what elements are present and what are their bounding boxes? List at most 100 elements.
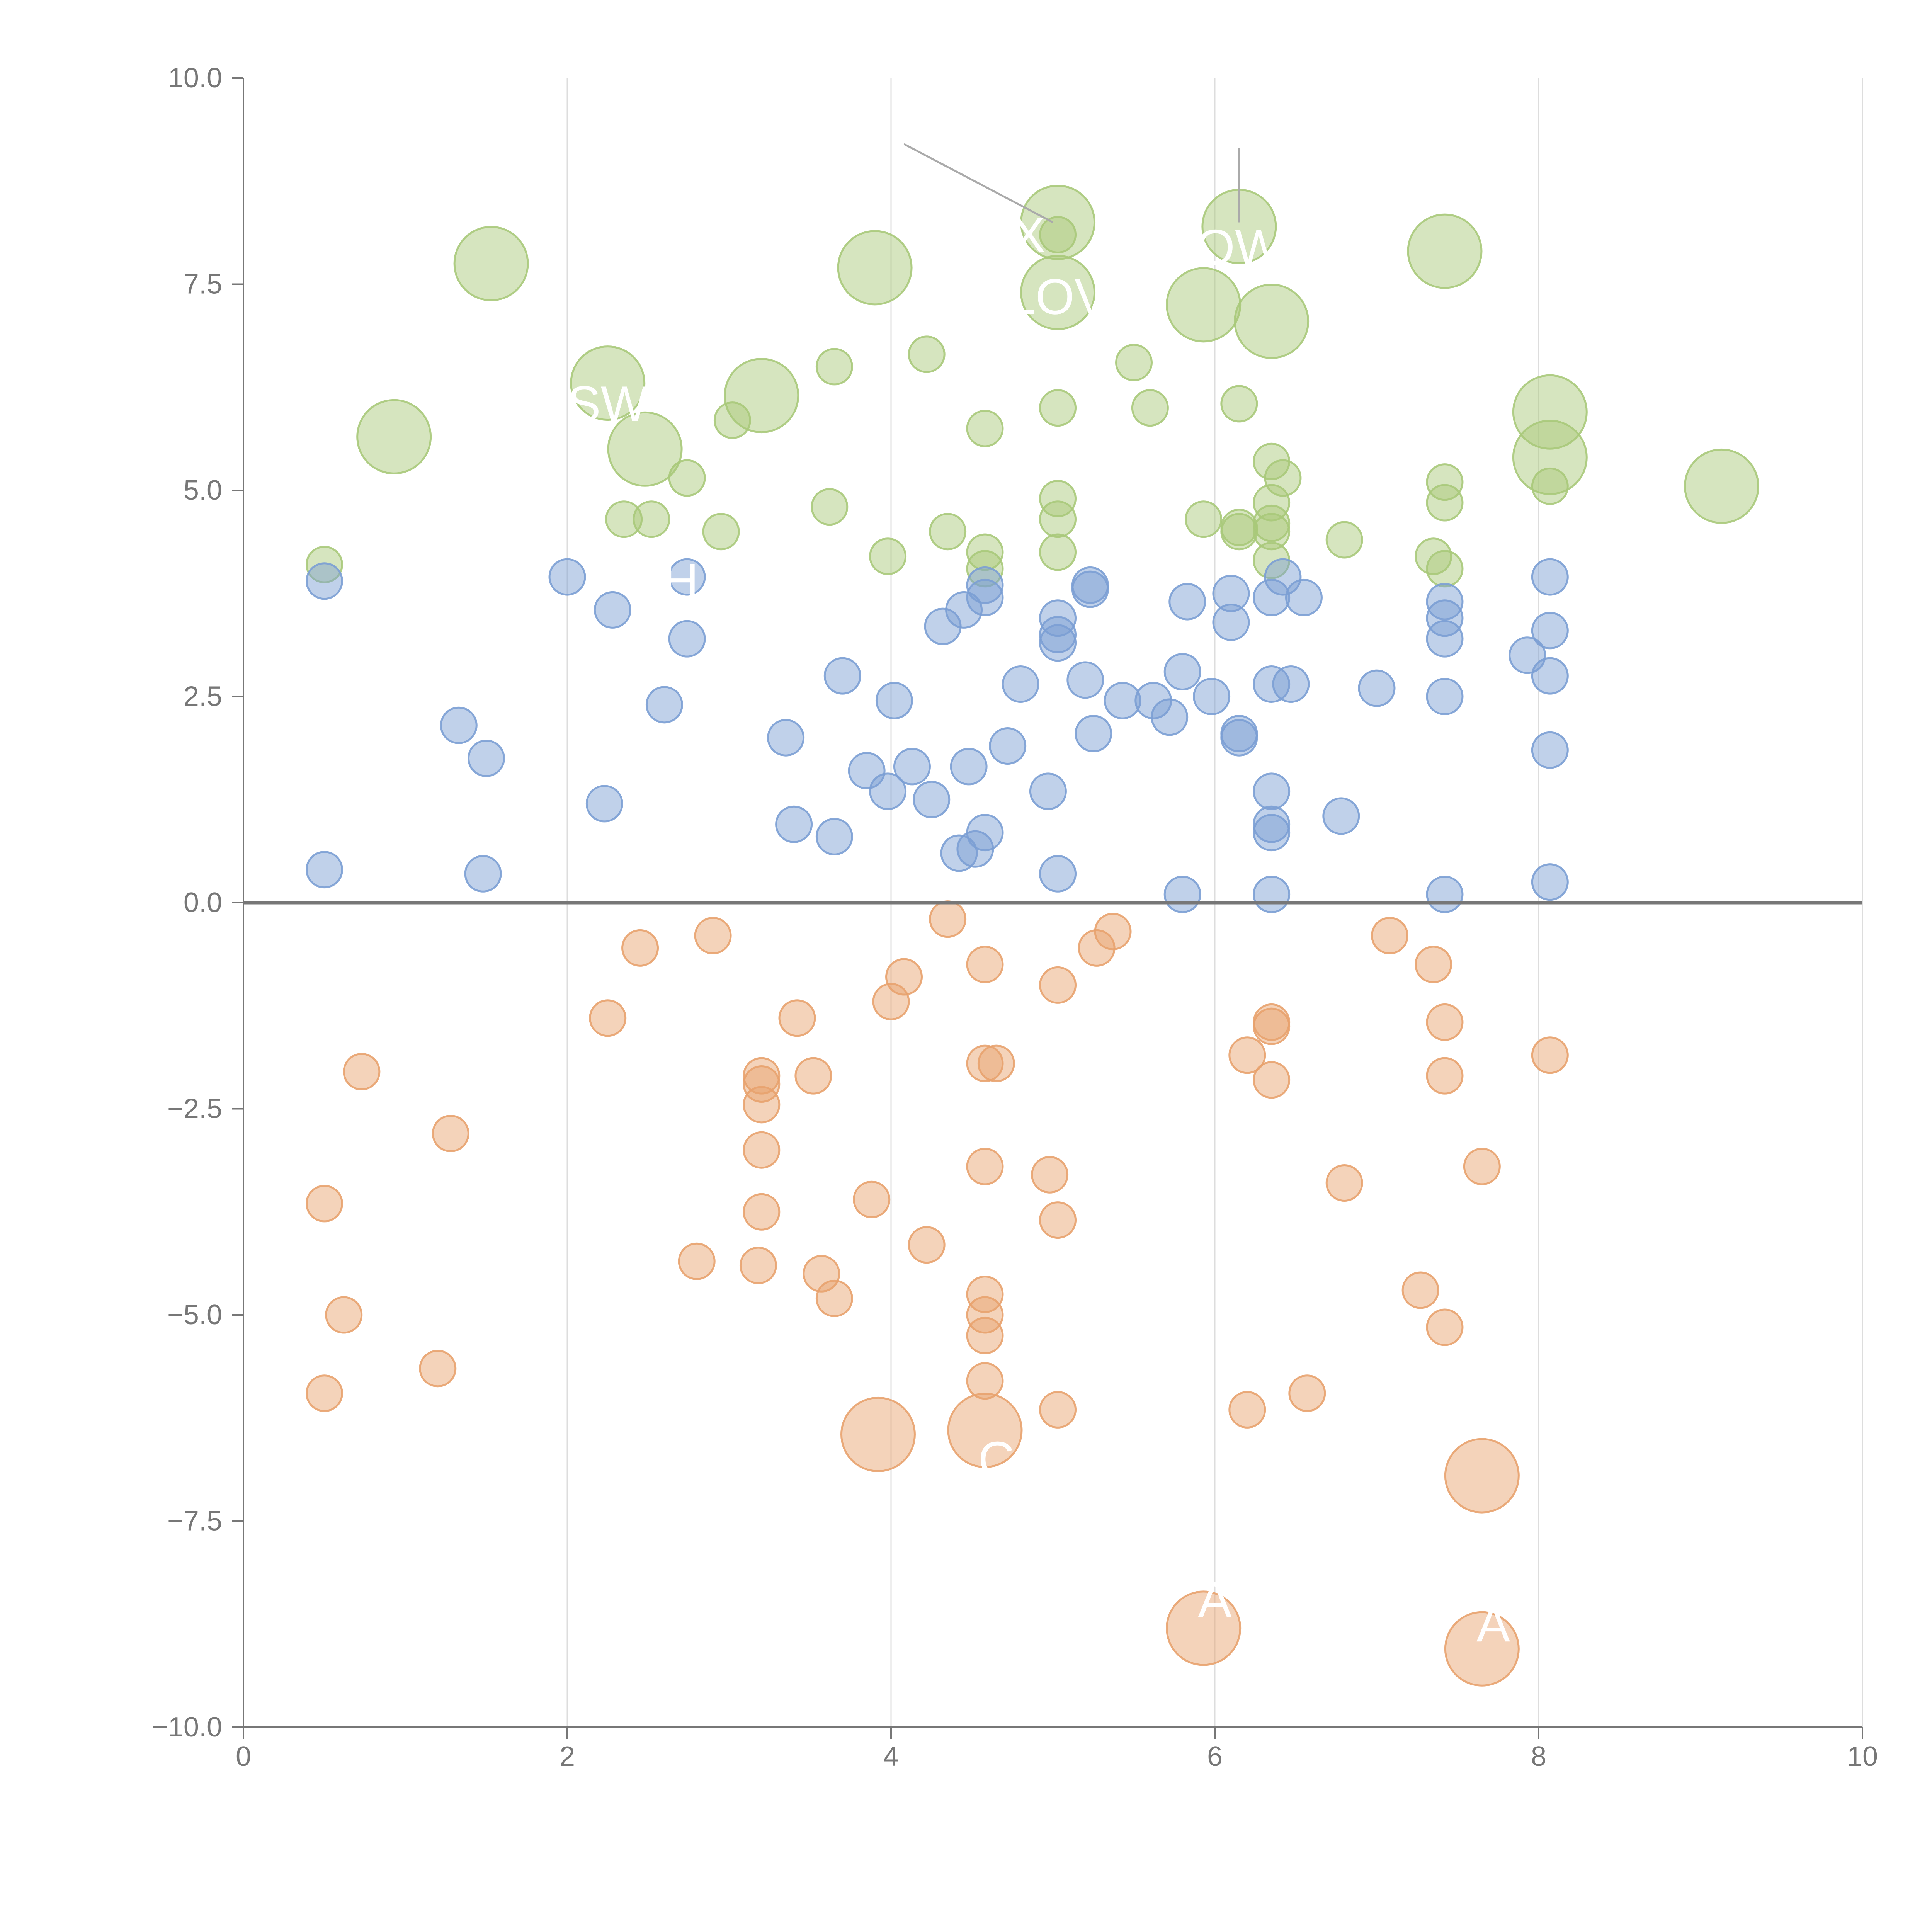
- data-point-low: [1288, 1374, 1326, 1412]
- data-point-low: [872, 983, 910, 1020]
- data-point-high: [1253, 513, 1291, 551]
- data-point-high: [1166, 267, 1242, 343]
- data-point-mid: [1039, 624, 1077, 662]
- x-tick-label: 0: [236, 1741, 251, 1772]
- data-point-mid: [1426, 620, 1464, 658]
- data-point-low: [1426, 1003, 1464, 1041]
- data-point-high: [1039, 533, 1077, 571]
- data-point-high: [869, 537, 907, 575]
- data-point-mid: [1531, 612, 1569, 650]
- data-point-high: [605, 500, 643, 538]
- data-point-low: [803, 1255, 840, 1293]
- data-point-low: [778, 999, 816, 1037]
- data-point-high: [570, 345, 646, 421]
- data-point-high: [966, 533, 1004, 571]
- data-point-low: [743, 1131, 781, 1169]
- y-tick-label: 7.5: [184, 269, 222, 300]
- y-tick-label: 2.5: [184, 681, 222, 712]
- data-point-high: [966, 550, 1004, 588]
- data-point-high: [1531, 467, 1569, 505]
- data-point-mid: [869, 772, 907, 810]
- data-point-mid: [1531, 657, 1569, 695]
- data-point-low: [966, 1044, 1004, 1082]
- data-point-mid: [594, 591, 631, 629]
- data-point-mid: [1285, 578, 1323, 616]
- data-point-mid: [1426, 599, 1464, 637]
- point-annotation: A: [1476, 1596, 1510, 1652]
- data-point-mid: [668, 558, 706, 596]
- data-point-high: [1020, 255, 1096, 330]
- data-point-high: [1512, 420, 1588, 495]
- data-point-mid: [464, 855, 502, 893]
- data-point-high: [1039, 389, 1077, 427]
- data-point-high: [1234, 284, 1310, 359]
- data-point-high: [1220, 513, 1258, 551]
- data-point-low: [325, 1296, 363, 1334]
- data-point-low: [1039, 1201, 1077, 1239]
- data-point-mid: [468, 740, 505, 777]
- data-point-mid: [1322, 797, 1360, 835]
- data-point-mid: [1193, 678, 1231, 715]
- point-annotation: H: [662, 553, 699, 609]
- y-tick-label: −5.0: [167, 1299, 222, 1330]
- data-point-mid: [940, 834, 978, 872]
- data-point-mid: [913, 781, 951, 818]
- data-point-high: [1253, 504, 1291, 542]
- data-point-mid: [950, 748, 988, 786]
- data-point-mid: [1531, 863, 1569, 901]
- data-point-low: [1039, 1391, 1077, 1429]
- data-point-mid: [1163, 653, 1201, 690]
- data-point-low: [1426, 1057, 1464, 1095]
- data-point-mid: [989, 727, 1027, 765]
- data-point-mid: [1039, 855, 1077, 893]
- data-point-mid: [815, 818, 853, 855]
- data-point-mid: [966, 578, 1004, 616]
- data-point-high: [1185, 500, 1223, 538]
- data-point-low: [947, 1393, 1023, 1468]
- data-point-mid: [1212, 603, 1250, 641]
- data-point-high: [1020, 184, 1096, 260]
- data-point-low: [743, 1193, 781, 1231]
- y-tick-label: 10.0: [168, 63, 222, 94]
- data-point-mid: [1151, 698, 1189, 736]
- data-point-low: [1253, 1061, 1291, 1099]
- data-point-high: [1512, 374, 1588, 450]
- point-annotation: LOV: [1007, 269, 1108, 325]
- data-point-low: [432, 1115, 469, 1153]
- data-point-low: [977, 1044, 1015, 1082]
- data-point-low: [1228, 1391, 1266, 1429]
- x-tick-label: 8: [1531, 1741, 1546, 1772]
- data-point-low: [1401, 1271, 1439, 1309]
- data-point-low: [743, 1086, 781, 1124]
- data-point-low: [1415, 946, 1452, 983]
- data-point-low: [1426, 1308, 1464, 1346]
- y-tick-label: 5.0: [184, 475, 222, 506]
- data-point-low: [1078, 929, 1116, 967]
- data-point-low: [306, 1374, 343, 1412]
- data-point-mid: [548, 558, 586, 596]
- y-tick-label: 0.0: [184, 887, 222, 918]
- data-point-low: [1371, 917, 1409, 954]
- data-point-low: [1325, 1164, 1363, 1202]
- data-point-high: [1415, 537, 1452, 575]
- data-point-low: [966, 1276, 1004, 1313]
- data-point-mid: [1426, 678, 1464, 715]
- y-tick-label: −2.5: [167, 1094, 222, 1124]
- data-point-high: [306, 546, 343, 583]
- data-point-high: [713, 401, 751, 439]
- data-point-low: [694, 917, 732, 954]
- data-point-low: [343, 1053, 381, 1090]
- data-point-high: [1426, 484, 1464, 522]
- data-point-mid: [1168, 583, 1206, 621]
- data-point-high: [724, 358, 799, 434]
- data-point-high: [1115, 344, 1153, 381]
- data-point-mid: [645, 686, 683, 724]
- data-point-low: [1166, 1590, 1242, 1666]
- annotation-layer: X OW LOV SW H C A A: [567, 143, 1510, 1652]
- data-point-high: [908, 335, 946, 373]
- data-point-high: [966, 410, 1004, 447]
- data-point-low: [419, 1350, 457, 1388]
- data-point-mid: [893, 748, 931, 786]
- data-point-high: [1131, 389, 1169, 427]
